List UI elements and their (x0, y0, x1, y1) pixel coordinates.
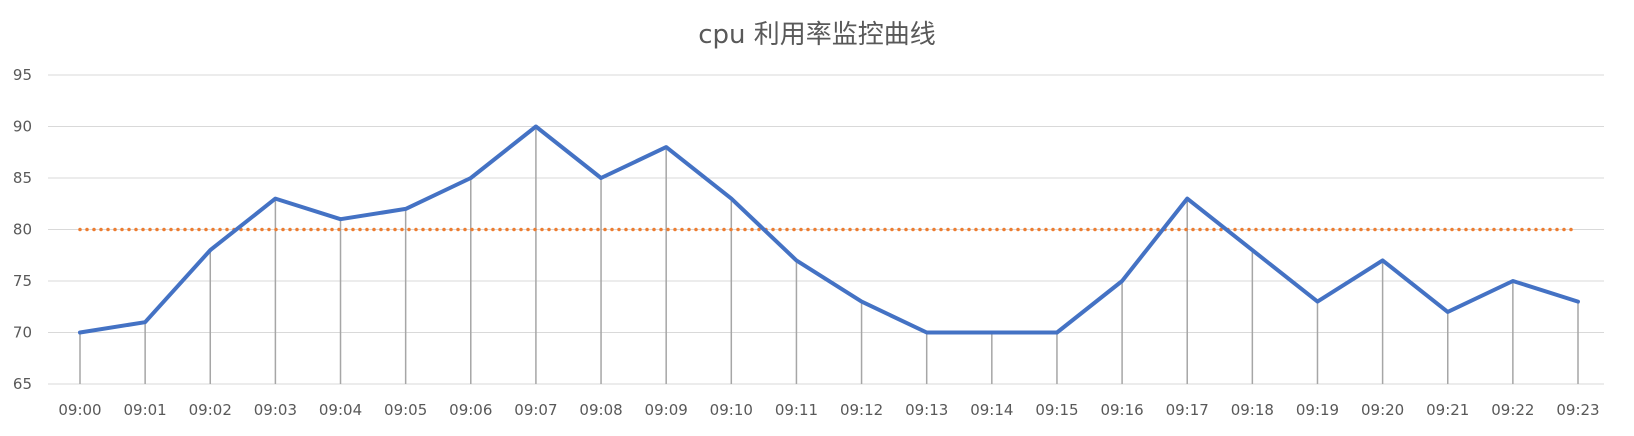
x-tick-label: 09:03 (254, 401, 297, 419)
y-tick-label: 95 (13, 66, 32, 84)
x-tick-label: 09:06 (449, 401, 492, 419)
chart-title: cpu 利用率监控曲线 (698, 20, 936, 50)
y-tick-label: 65 (13, 375, 32, 393)
x-tick-label: 09:16 (1100, 401, 1143, 419)
x-tick-label: 09:18 (1231, 401, 1274, 419)
x-tick-label: 09:13 (905, 401, 948, 419)
x-tick-label: 09:15 (1035, 401, 1078, 419)
x-tick-label: 09:17 (1166, 401, 1209, 419)
x-tick-label: 09:09 (645, 401, 688, 419)
x-tick-label: 09:07 (514, 401, 557, 419)
x-tick-label: 09:01 (124, 401, 167, 419)
y-tick-label: 80 (13, 221, 32, 239)
x-tick-label: 09:05 (384, 401, 427, 419)
x-tick-label: 09:20 (1361, 401, 1404, 419)
x-tick-label: 09:04 (319, 401, 362, 419)
series-line-cpu (78, 124, 1580, 335)
y-tick-label: 90 (13, 118, 32, 136)
y-axis-ticks: 65 70 75 80 85 90 95 (13, 66, 32, 393)
x-tick-label: 09:23 (1556, 401, 1599, 419)
y-tick-label: 70 (13, 324, 32, 342)
x-tick-label: 09:11 (775, 401, 818, 419)
x-tick-label: 09:21 (1426, 401, 1469, 419)
x-tick-label: 09:08 (579, 401, 622, 419)
x-tick-label: 09:02 (189, 401, 232, 419)
x-axis-ticks: 09:00 09:01 09:02 09:03 09:04 09:05 09:06 09:07… (58, 401, 1599, 419)
series-lines (78, 124, 1580, 335)
x-tick-label: 09:14 (970, 401, 1013, 419)
x-tick-label: 09:00 (58, 401, 101, 419)
y-tick-label: 85 (13, 169, 32, 187)
x-tick-label: 09:12 (840, 401, 883, 419)
y-tick-label: 75 (13, 272, 32, 290)
x-tick-label: 09:10 (710, 401, 753, 419)
x-tick-label: 09:19 (1296, 401, 1339, 419)
x-tick-label: 09:22 (1491, 401, 1534, 419)
